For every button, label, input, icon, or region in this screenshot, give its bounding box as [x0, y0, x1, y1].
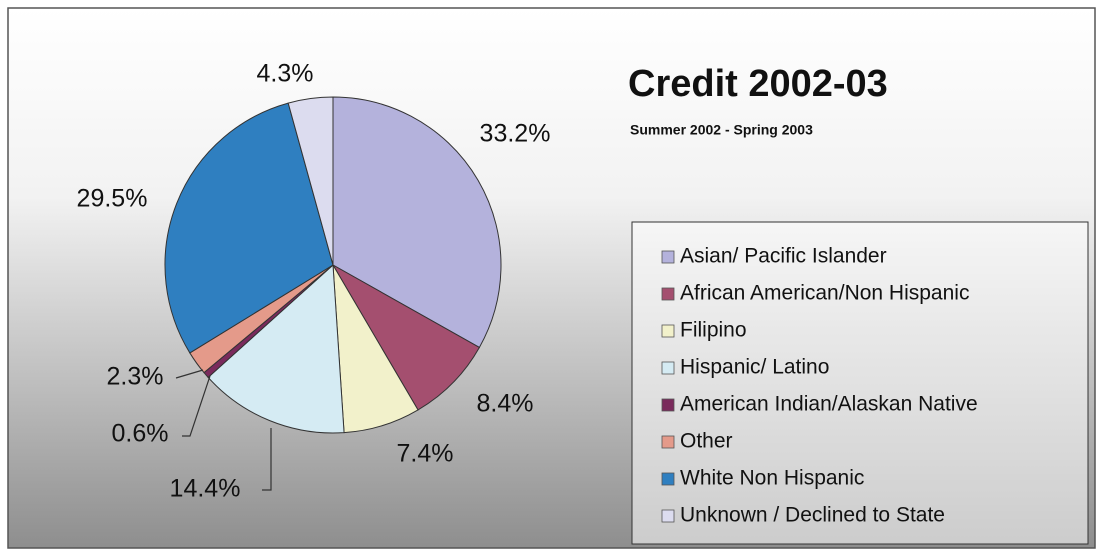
legend-swatch — [662, 473, 674, 485]
legend-label: American Indian/Alaskan Native — [680, 393, 978, 416]
data-label: 29.5% — [77, 185, 148, 213]
chart-title: Credit 2002-03 — [628, 63, 888, 105]
chart: Credit 2002-03 Summer 2002 - Spring 2003… — [0, 0, 1103, 550]
legend-label: Filipino — [680, 319, 747, 342]
legend-label: Asian/ Pacific Islander — [680, 245, 887, 268]
legend-swatch — [662, 288, 674, 300]
data-label: 0.6% — [112, 420, 169, 448]
legend-swatch — [662, 251, 674, 263]
legend-label: Unknown / Declined to State — [680, 504, 945, 527]
legend-label: Other — [680, 430, 733, 453]
legend-swatch — [662, 510, 674, 522]
legend-label: African American/Non Hispanic — [680, 282, 969, 305]
data-label: 8.4% — [477, 390, 534, 418]
legend-swatch — [662, 362, 674, 374]
data-label: 2.3% — [107, 363, 164, 391]
chart-subtitle: Summer 2002 - Spring 2003 — [630, 122, 813, 138]
data-label: 14.4% — [170, 475, 241, 503]
legend-label: White Non Hispanic — [680, 467, 864, 490]
legend-label: Hispanic/ Latino — [680, 356, 829, 379]
pie — [165, 97, 501, 433]
legend-swatch — [662, 436, 674, 448]
data-label: 4.3% — [257, 60, 314, 88]
data-label: 7.4% — [397, 440, 454, 468]
legend-box — [632, 222, 1088, 544]
legend-swatch — [662, 399, 674, 411]
data-label: 33.2% — [480, 120, 551, 148]
legend-swatch — [662, 325, 674, 337]
